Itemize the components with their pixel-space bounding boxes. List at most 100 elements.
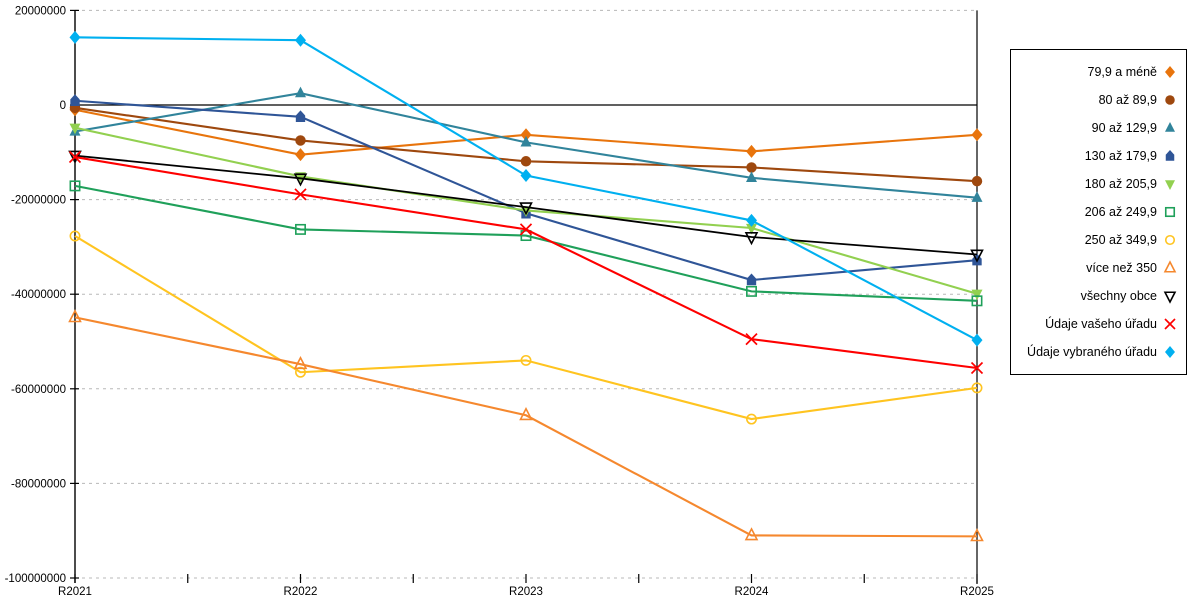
series-markers	[69, 103, 983, 162]
series-marker-x	[68, 150, 82, 164]
series-line	[74, 184, 978, 302]
y-axis-label: -100000000	[5, 573, 66, 585]
series-marker-circle	[295, 135, 306, 146]
legend-item-label: 206 až 249,9	[1084, 204, 1157, 219]
legend-item: 79,9 a méně	[1019, 64, 1178, 80]
series-marker-triangle-up-hollow	[293, 355, 308, 370]
legend-item-label: 79,9 a méně	[1087, 64, 1158, 79]
legend-marker-triangle-down-icon	[1165, 180, 1175, 190]
series-marker-diamond	[295, 33, 306, 47]
x-axis-label: R2023	[509, 586, 543, 598]
series-marker-pentagon	[70, 94, 80, 106]
series-marker-triangle-up	[520, 135, 532, 147]
series-marker-diamond	[746, 213, 757, 227]
legend-item: Údaje vybraného úřadu	[1019, 344, 1178, 360]
series-marker-circle	[520, 156, 532, 167]
series-marker-diamond	[1165, 346, 1175, 358]
legend-marker-x-icon	[1164, 318, 1176, 330]
legend-item-label: Údaje vybraného úřadu	[1027, 344, 1157, 359]
series-line	[74, 154, 978, 256]
series-marker-triangle-down-hollow	[744, 232, 759, 246]
legend-item: Údaje vašeho úřadu	[1019, 316, 1178, 332]
series-marker-circle	[746, 162, 757, 173]
legend-marker-triangle-up-hollow-icon	[1163, 260, 1177, 273]
series-marker-diamond	[971, 128, 983, 142]
series-markers	[68, 309, 984, 542]
series-markers	[69, 102, 983, 187]
series-marker-triangle-up-hollow	[519, 407, 533, 421]
series-marker-pentagon	[295, 110, 306, 123]
series-marker-circle-hollow	[520, 354, 532, 366]
legend-item-label: 80 až 89,9	[1098, 92, 1157, 107]
x-axis-label: R2025	[960, 586, 994, 598]
series-marker-square-hollow	[69, 180, 81, 192]
legend-item-label: všechny obce	[1080, 288, 1157, 303]
series-marker-triangle-down	[69, 123, 81, 135]
series-marker-diamond	[1165, 66, 1175, 78]
series-marker-diamond	[295, 148, 306, 162]
series-marker-triangle-down-hollow	[293, 173, 308, 187]
legend-item: více než 350	[1019, 260, 1178, 276]
series-marker-x	[519, 223, 533, 236]
x-axis-label: R2021	[58, 586, 92, 598]
legend-item-label: 130 až 179,9	[1084, 148, 1157, 163]
legend: 79,9 a méně 80 až 89,9 90 až 129,9 130 až 1…	[1010, 49, 1187, 375]
x-axis-label: R2024	[735, 586, 769, 598]
legend-marker-triangle-up-icon	[1165, 122, 1175, 132]
series-marker-diamond	[971, 333, 983, 347]
series-marker-triangle-up	[746, 171, 757, 182]
series-marker-diamond	[520, 168, 532, 182]
series-markers	[69, 30, 983, 347]
series-marker-square-hollow	[746, 285, 757, 297]
series-marker-circle-hollow	[971, 382, 983, 394]
legend-item: 90 až 129,9	[1019, 120, 1178, 136]
series-marker-triangle-up	[971, 191, 983, 202]
y-axis-label: -40000000	[11, 289, 66, 301]
series-marker-circle	[971, 175, 983, 187]
series-marker-triangle-down-hollow	[970, 249, 984, 263]
legend-item: 250 až 349,9	[1019, 232, 1178, 248]
legend-item: 206 až 249,9	[1019, 204, 1178, 220]
series-marker-triangle-up-hollow	[1163, 260, 1177, 273]
series-line	[74, 235, 978, 421]
legend-item-label: 90 až 129,9	[1091, 120, 1157, 135]
legend-marker-diamond-icon	[1165, 66, 1175, 78]
legend-item: 130 až 179,9	[1019, 148, 1178, 164]
series-marker-circle	[1165, 95, 1175, 105]
series-line	[74, 155, 978, 370]
series-marker-square-hollow	[1164, 206, 1176, 218]
legend-item: všechny obce	[1019, 288, 1178, 304]
series-marker-circle-hollow	[69, 230, 81, 242]
series-marker-square-hollow	[295, 223, 306, 235]
series-marker-triangle-down	[971, 289, 983, 301]
series-marker-triangle-down	[746, 223, 757, 235]
series-marker-triangle-down	[1165, 180, 1175, 190]
series-marker-diamond	[69, 30, 81, 44]
y-axis-label: 20000000	[15, 5, 66, 17]
series-markers	[68, 150, 984, 375]
legend-item: 180 až 205,9	[1019, 176, 1178, 192]
series-marker-triangle-up	[1165, 122, 1175, 132]
series-markers	[69, 86, 983, 202]
legend-marker-triangle-down-hollow-icon	[1163, 291, 1177, 304]
series-marker-triangle-up	[295, 86, 306, 98]
series-marker-square-hollow	[971, 295, 983, 307]
series-markers	[69, 180, 983, 307]
legend-marker-pentagon-icon	[1165, 150, 1175, 161]
y-axis-label: -80000000	[11, 478, 66, 490]
legend-item: 80 až 89,9	[1019, 92, 1178, 108]
legend-item-label: Údaje vašeho úřadu	[1045, 316, 1157, 331]
series-marker-triangle-up-hollow	[970, 528, 984, 542]
x-axis-label: R2022	[284, 586, 318, 598]
series-line	[74, 316, 978, 538]
series-marker-x	[970, 361, 984, 375]
legend-item-label: 180 až 205,9	[1084, 176, 1157, 191]
series-marker-pentagon	[1165, 150, 1175, 161]
legend-item-label: 250 až 349,9	[1084, 232, 1157, 247]
series-marker-triangle-up-hollow	[68, 309, 82, 323]
series-marker-circle-hollow	[1164, 234, 1176, 246]
y-axis-label: 0	[60, 100, 66, 112]
legend-marker-circle-hollow-icon	[1164, 234, 1176, 246]
